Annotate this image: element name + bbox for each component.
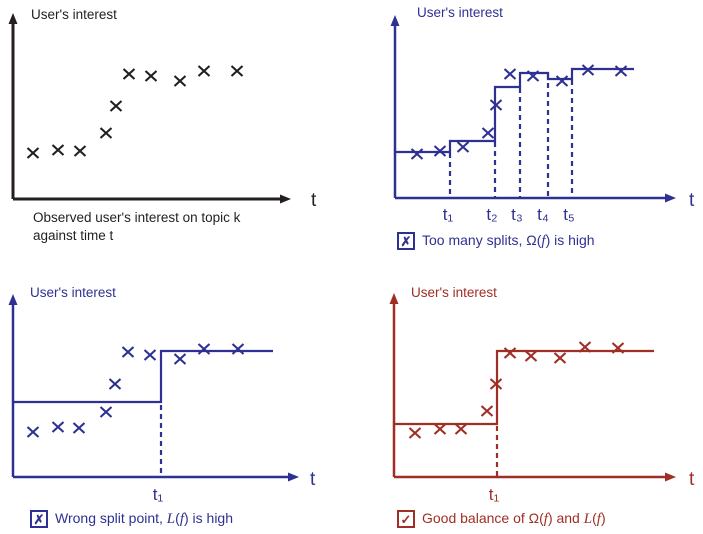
y-axis-arrow-icon: [389, 293, 399, 304]
check-box-icon: ✓: [397, 510, 415, 529]
x-mark: [481, 127, 495, 139]
y-axis-arrow-icon: [8, 294, 18, 305]
x-axis-label: t: [689, 190, 695, 211]
x-axis-arrow-icon: [280, 194, 291, 204]
caption-italic-f: f: [541, 233, 546, 249]
caption-part: Wrong split point,: [55, 510, 167, 526]
y-axis-arrow-icon: [390, 15, 400, 26]
caption-text: Wrong split point, L(f) is high: [55, 509, 233, 530]
caption-observed: Observed user's interest on topic k agai…: [33, 209, 240, 245]
y-axis-arrow-icon: [8, 13, 18, 24]
step-function-line: [394, 349, 654, 426]
tick-label: t₁: [489, 485, 500, 504]
cross-box-icon: ✗: [30, 510, 48, 529]
x-mark: [230, 65, 244, 77]
x-mark: [454, 423, 468, 435]
caption-observed-line2: against time t: [33, 227, 114, 243]
x-mark: [581, 64, 595, 76]
x-mark: [433, 423, 447, 435]
x-mark: [51, 144, 65, 156]
x-mark: [197, 343, 211, 355]
x-mark: [231, 343, 245, 355]
panel-observed: User's interest t: [8, 7, 317, 211]
x-mark: [26, 147, 40, 159]
caption-part: ) and: [547, 510, 584, 526]
x-mark: [611, 342, 625, 354]
x-mark: [173, 353, 187, 365]
y-axis-label: User's interest: [417, 5, 503, 20]
caption-good-balance: ✓ Good balance of Ω(f) and L(f): [397, 509, 606, 530]
cross-box-icon: ✗: [397, 232, 415, 251]
x-mark: [408, 427, 422, 439]
x-axis-label: t: [310, 469, 316, 490]
tick-label: t₁: [443, 205, 454, 224]
x-mark: [578, 341, 592, 353]
x-mark: [144, 70, 158, 82]
tick-label: t₅: [563, 205, 575, 224]
caption-text: Good balance of Ω(f) and L(f): [422, 509, 606, 530]
x-mark: [108, 378, 122, 390]
y-axis-label: User's interest: [31, 7, 117, 22]
caption-part: ): [600, 510, 606, 526]
x-mark: [197, 65, 211, 77]
tick-label: t₂: [486, 205, 497, 224]
caption-italic-f: f: [179, 511, 184, 527]
x-mark: [109, 100, 123, 112]
caption-part: (: [592, 510, 597, 526]
caption-italic-f: f: [543, 511, 548, 527]
x-mark: [456, 141, 470, 153]
step-function-line: [395, 67, 634, 154]
x-mark: [72, 422, 86, 434]
panel-good-balance: t₁ User's interest t: [389, 285, 695, 504]
caption-wrong-split: ✗ Wrong split point, L(f) is high: [30, 509, 233, 530]
x-axis-arrow-icon: [665, 193, 676, 203]
step-function-line: [13, 349, 273, 404]
caption-part: Good balance of Ω(: [422, 510, 544, 526]
x-axis-label: t: [311, 190, 317, 211]
x-mark: [99, 127, 113, 139]
x-mark: [555, 75, 569, 87]
x-mark: [524, 350, 538, 362]
x-mark: [51, 421, 65, 433]
x-mark: [143, 349, 157, 361]
panel-wrong-split: t₁ User's interest t: [8, 285, 316, 504]
x-mark: [489, 378, 503, 390]
caption-part: ) is high: [183, 510, 234, 526]
caption-observed-line1: Observed user's interest on topic k: [33, 210, 241, 225]
caption-part: ) is high: [545, 232, 595, 248]
caption-too-many-splits: ✗ Too many splits, Ω(f) is high: [397, 231, 595, 252]
caption-italic-L: L: [583, 511, 593, 527]
y-axis-label: User's interest: [411, 285, 497, 300]
x-mark: [480, 405, 494, 417]
x-mark: [121, 346, 135, 358]
x-axis-arrow-icon: [288, 472, 299, 482]
x-axis-arrow-icon: [665, 472, 676, 482]
caption-part: (: [175, 510, 180, 526]
x-mark: [553, 352, 567, 364]
x-axis-label: t: [689, 469, 695, 490]
x-mark: [503, 347, 517, 359]
x-mark: [122, 68, 136, 80]
caption-text: Too many splits, Ω(f) is high: [422, 231, 595, 252]
y-axis-label: User's interest: [30, 285, 116, 300]
x-mark: [614, 65, 628, 77]
x-mark: [173, 75, 187, 87]
x-mark: [410, 148, 424, 160]
tick-label: t₃: [511, 205, 523, 224]
x-mark: [433, 145, 447, 157]
caption-italic-f: f: [596, 511, 601, 527]
x-mark: [26, 426, 40, 438]
x-mark: [99, 406, 113, 418]
x-mark: [73, 145, 87, 157]
tick-label: t₁: [153, 485, 164, 504]
caption-part: Too many splits, Ω(: [422, 232, 542, 248]
x-mark: [526, 70, 540, 82]
x-mark: [503, 68, 517, 80]
tick-label: t₄: [537, 205, 549, 224]
panel-too-many-splits: t₁ t₂ t₃ t₄ t₅ User's interest t: [390, 5, 695, 224]
caption-italic-L: L: [166, 511, 176, 527]
x-mark: [489, 99, 503, 111]
